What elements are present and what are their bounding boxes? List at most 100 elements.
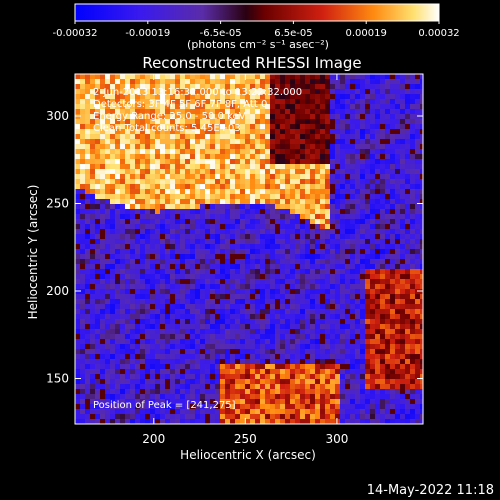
heatmap-cell (420, 89, 423, 94)
heatmap-cell (340, 149, 345, 154)
heatmap-cell (335, 154, 340, 159)
heatmap-cell (125, 289, 130, 294)
heatmap-cell (195, 124, 200, 129)
heatmap-cell (410, 164, 415, 169)
heatmap-cell (310, 189, 315, 194)
heatmap-cell (245, 369, 250, 374)
heatmap-cell (305, 324, 310, 329)
heatmap-cell (140, 319, 145, 324)
heatmap-cell (190, 149, 195, 154)
heatmap-cell (155, 134, 160, 139)
heatmap-cell (250, 419, 255, 424)
heatmap-cell (365, 344, 370, 349)
heatmap-cell (275, 364, 280, 369)
heatmap-cell (255, 314, 260, 319)
heatmap-cell (215, 414, 220, 419)
heatmap-cell (365, 319, 370, 324)
heatmap-cell (185, 299, 190, 304)
heatmap-cell (75, 89, 80, 94)
heatmap-cell (130, 334, 135, 339)
heatmap-cell (135, 329, 140, 334)
heatmap-cell (380, 389, 385, 394)
heatmap-cell (250, 294, 255, 299)
heatmap-cell (140, 174, 145, 179)
heatmap-cell (365, 79, 370, 84)
heatmap-cell (180, 219, 185, 224)
heatmap-cell (245, 254, 250, 259)
heatmap-cell (100, 324, 105, 329)
heatmap-cell (255, 374, 260, 379)
heatmap-cell (305, 164, 310, 169)
heatmap-cell (275, 234, 280, 239)
heatmap-cell (325, 214, 330, 219)
heatmap-cell (260, 204, 265, 209)
heatmap-cell (215, 399, 220, 404)
heatmap-cell (380, 214, 385, 219)
heatmap-cell (390, 154, 395, 159)
heatmap-cell (135, 324, 140, 329)
heatmap-cell (310, 359, 315, 364)
heatmap-cell (295, 314, 300, 319)
heatmap-cell (140, 274, 145, 279)
heatmap-cell (290, 389, 295, 394)
heatmap-cell (115, 169, 120, 174)
heatmap-cell (75, 359, 80, 364)
heatmap-cell (375, 279, 380, 284)
heatmap-cell (80, 229, 85, 234)
heatmap-cell (375, 284, 380, 289)
heatmap-cell (335, 74, 340, 79)
heatmap-cell (275, 209, 280, 214)
heatmap-cell (400, 79, 405, 84)
heatmap-cell (215, 334, 220, 339)
heatmap-cell (280, 154, 285, 159)
heatmap-cell (135, 114, 140, 119)
heatmap-cell (350, 274, 355, 279)
heatmap-cell (270, 224, 275, 229)
heatmap-cell (230, 274, 235, 279)
heatmap-cell (160, 109, 165, 114)
heatmap-cell (340, 154, 345, 159)
heatmap-cell (240, 374, 245, 379)
heatmap-cell (155, 129, 160, 134)
heatmap-cell (395, 74, 400, 79)
heatmap-cell (155, 404, 160, 409)
heatmap-cell (105, 344, 110, 349)
heatmap-cell (225, 149, 230, 154)
heatmap-cell (140, 149, 145, 154)
heatmap-cell (355, 159, 360, 164)
heatmap-cell (85, 309, 90, 314)
heatmap-cell (340, 249, 345, 254)
heatmap-cell (380, 279, 385, 284)
heatmap-cell (255, 244, 260, 249)
heatmap-cell (245, 309, 250, 314)
heatmap-cell (300, 274, 305, 279)
heatmap-cell (360, 154, 365, 159)
heatmap-cell (115, 379, 120, 384)
heatmap-cell (240, 134, 245, 139)
heatmap-cell (345, 314, 350, 319)
heatmap-cell (215, 274, 220, 279)
heatmap-cell (330, 224, 335, 229)
heatmap-cell (205, 294, 210, 299)
heatmap-cell (350, 319, 355, 324)
heatmap-cell (145, 324, 150, 329)
heatmap-cell (235, 229, 240, 234)
heatmap-cell (300, 359, 305, 364)
heatmap-cell (280, 189, 285, 194)
heatmap-cell (185, 199, 190, 204)
heatmap-cell (325, 349, 330, 354)
heatmap-cell (235, 79, 240, 84)
heatmap-cell (230, 74, 235, 79)
heatmap-cell (270, 214, 275, 219)
heatmap-cell (335, 374, 340, 379)
heatmap-cell (75, 314, 80, 319)
heatmap-cell (250, 374, 255, 379)
heatmap-cell (185, 149, 190, 154)
heatmap-cell (280, 114, 285, 119)
heatmap-cell (150, 234, 155, 239)
heatmap-cell (410, 124, 415, 129)
heatmap-cell (185, 129, 190, 134)
heatmap-cell (280, 269, 285, 274)
heatmap-cell (220, 99, 225, 104)
heatmap-cell (210, 264, 215, 269)
